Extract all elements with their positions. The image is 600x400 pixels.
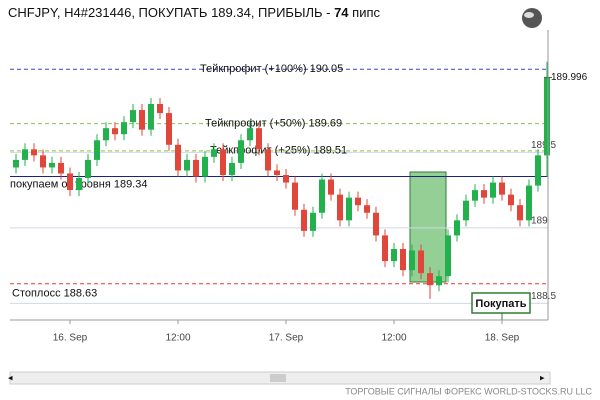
candle-body	[211, 149, 217, 157]
candle-body	[436, 276, 442, 286]
candle-body	[112, 128, 118, 135]
candle-body	[49, 162, 55, 168]
scroll-left[interactable]: ◂	[8, 372, 13, 382]
candle-body	[346, 197, 352, 221]
candle-body	[85, 159, 91, 179]
candle-body	[220, 149, 226, 175]
candle-body	[481, 190, 487, 198]
level-label: Тейкпрофит (+25%) 189.51	[210, 145, 347, 157]
candle-body	[40, 155, 46, 168]
x-tick-label: 16. Sep	[53, 333, 88, 344]
candle-body	[94, 140, 100, 160]
candle-body	[229, 162, 235, 175]
candle-body	[526, 185, 532, 221]
y-tick-label: 189	[531, 216, 548, 227]
candle-body	[247, 128, 253, 141]
candle-body	[445, 235, 451, 277]
candle-body	[301, 209, 307, 231]
candle-body	[319, 179, 325, 213]
candle-body	[508, 194, 514, 206]
globe-shine[interactable]	[524, 12, 534, 18]
candle-body	[175, 144, 181, 171]
candle-body	[148, 104, 154, 130]
candle-body	[58, 162, 64, 174]
candle-body	[310, 212, 316, 231]
candle-body	[328, 179, 334, 195]
last-price-label: 189.996	[551, 72, 588, 83]
candle-body	[256, 128, 262, 150]
candle-body	[463, 200, 469, 221]
chart-title: CHFJPY, H4#231446, ПОКУПАТЬ 189.34, ПРИБ…	[8, 5, 380, 20]
candle-body	[364, 205, 370, 213]
candle-body	[283, 175, 289, 183]
candle-body	[202, 156, 208, 177]
candle-body	[139, 110, 145, 130]
candle-body	[535, 155, 541, 186]
title-unit: пипс	[349, 5, 381, 20]
signal-label: Покупать	[475, 298, 526, 310]
footer: ТОРГОВЫЕ СИГНАЛЫ ФОРЕКС WORLD-STOCKS.RU …	[345, 386, 592, 396]
x-tick-label: 18. Sep	[485, 333, 520, 344]
candle-body	[382, 235, 388, 262]
candle-body	[418, 250, 424, 274]
title-prefix: CHFJPY, H4#231446, ПОКУПАТЬ 189.34, ПРИБ…	[8, 5, 334, 20]
candle-body	[472, 190, 478, 201]
candle-body	[103, 128, 109, 141]
signal-badge	[471, 292, 531, 314]
scrollbar-thumb[interactable]	[270, 374, 286, 382]
scroll-right[interactable]: ▸	[540, 372, 545, 382]
candle-body	[22, 149, 28, 160]
signal-zone	[409, 171, 447, 283]
candle-body	[544, 77, 550, 156]
y-tick-label: 188.5	[531, 291, 556, 302]
candle-body	[373, 212, 379, 236]
candle-body	[427, 273, 433, 286]
candle-body	[292, 182, 298, 210]
candle-body	[130, 110, 136, 123]
globe-icon[interactable]	[522, 8, 542, 28]
candle-body	[409, 250, 415, 271]
candle-body	[490, 182, 496, 198]
title-profit: 74	[334, 5, 349, 20]
candle-body	[400, 249, 406, 271]
candle-body	[67, 173, 73, 191]
candle-body	[265, 149, 271, 171]
candle-body	[391, 249, 397, 262]
candle-body	[184, 159, 190, 171]
candle-body	[76, 178, 82, 191]
candle-body	[454, 220, 460, 236]
candle-body	[31, 149, 37, 156]
candle-body	[238, 140, 244, 163]
candle-body	[274, 170, 280, 175]
y-tick-label: 189.5	[531, 140, 556, 151]
x-tick-label: 12:00	[381, 333, 406, 344]
level-label: Тейкпрофит (+50%) 189.69	[205, 118, 342, 130]
candle-body	[337, 194, 343, 221]
level-label: Тейкпрофит (+100%) 190.05	[200, 63, 343, 75]
candle-body	[121, 122, 127, 135]
x-tick-label: 12:00	[165, 333, 190, 344]
candle-body	[499, 182, 505, 195]
x-tick-label: 17. Sep	[269, 333, 304, 344]
candle-body	[13, 159, 19, 168]
level-label: Стоплосс 188.63	[12, 288, 97, 300]
candle-body	[193, 159, 199, 177]
candle-body	[517, 205, 523, 221]
candle-body	[355, 197, 361, 206]
candle-body	[166, 113, 172, 145]
globe[interactable]	[522, 8, 542, 28]
candle-body	[157, 104, 163, 114]
